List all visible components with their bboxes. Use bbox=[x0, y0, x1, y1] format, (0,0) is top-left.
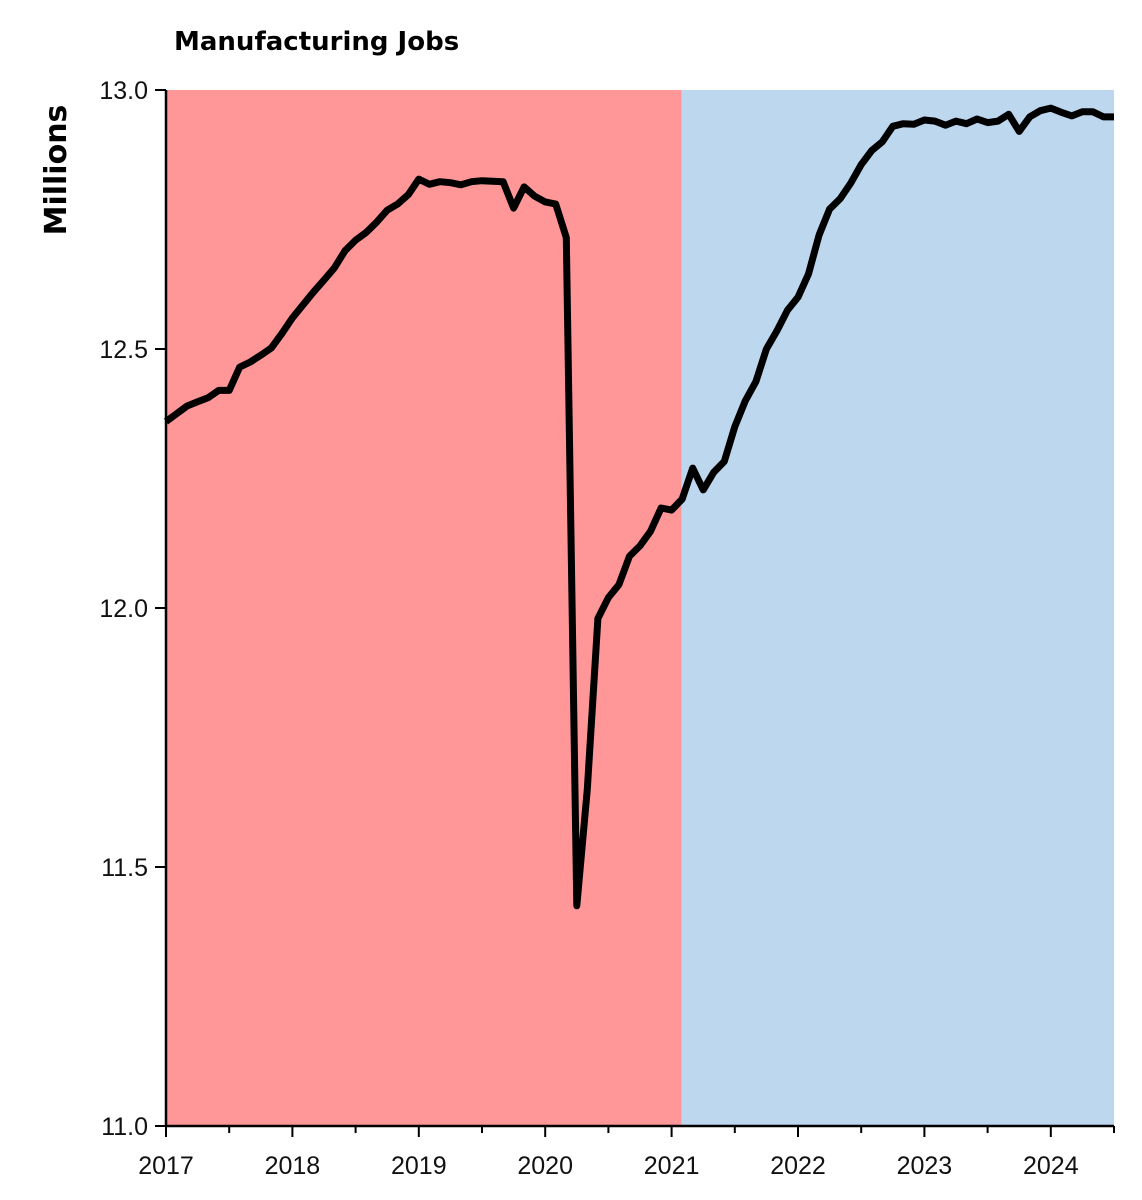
x-tick-label: 2023 bbox=[897, 1152, 953, 1180]
x-tick-label: 2018 bbox=[265, 1152, 321, 1180]
y-tick-label: 11.5 bbox=[101, 854, 148, 882]
x-tick-label: 2020 bbox=[517, 1152, 573, 1180]
series-line-1 bbox=[163, 104, 1114, 910]
y-tick-label: 13.0 bbox=[99, 77, 148, 105]
y-tick-label: 12.5 bbox=[99, 336, 148, 364]
chart-title: Manufacturing Jobs bbox=[174, 27, 459, 57]
background-band-1 bbox=[166, 90, 682, 1126]
ticks: 11.0 11.5 12.0 12.5 13.0 2017 2018 2019 2020 2021… bbox=[99, 77, 1115, 1180]
y-tick-label: 12.0 bbox=[99, 595, 148, 623]
x-tick-label: 2022 bbox=[770, 1152, 826, 1180]
background-bands bbox=[166, 90, 1114, 1126]
x-tick-label: 2021 bbox=[644, 1152, 700, 1180]
series-layer bbox=[163, 104, 1114, 910]
x-tick-label: 2017 bbox=[138, 1152, 194, 1180]
x-tick-label: 2019 bbox=[391, 1152, 447, 1180]
y-tick-label: 11.0 bbox=[101, 1113, 148, 1141]
x-tick-label: 2024 bbox=[1023, 1152, 1079, 1180]
background-band-2 bbox=[681, 90, 1114, 1126]
y-axis-label: Millions bbox=[39, 105, 74, 236]
